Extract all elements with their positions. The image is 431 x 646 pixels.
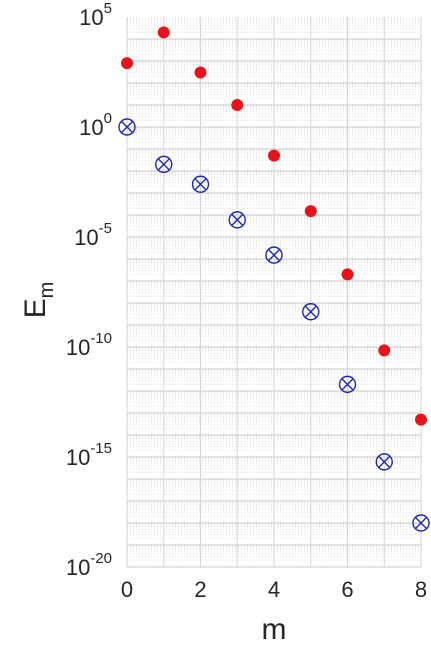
- data-point-filled: [341, 268, 354, 281]
- data-point-circle-x: [191, 175, 210, 193]
- y-tick-label: 10-15: [66, 440, 112, 470]
- y-tick-base: 10: [66, 445, 90, 470]
- data-point-filled: [268, 149, 280, 162]
- y-tick-exponent: -15: [90, 440, 112, 457]
- data-point-circle-x: [412, 514, 430, 532]
- data-point-filled: [194, 66, 207, 79]
- data-point-filled: [231, 99, 244, 111]
- y-tick-base: 10: [74, 225, 98, 250]
- y-tick-exponent: 5: [104, 0, 112, 17]
- data-points: [118, 26, 430, 532]
- y-tick-label: 10-5: [74, 220, 112, 250]
- grid-lines: [126, 17, 422, 568]
- data-point-circle-x: [228, 211, 246, 229]
- x-tick-label: 4: [268, 577, 280, 602]
- y-tick-exponent: 0: [104, 110, 112, 127]
- y-tick-base: 10: [79, 5, 103, 30]
- x-axis-label: m: [262, 613, 287, 646]
- y-axis-label-main: E: [19, 298, 52, 318]
- data-point-filled: [378, 344, 391, 357]
- y-axis-label-subscript: m: [36, 282, 58, 299]
- data-point-filled: [157, 26, 170, 39]
- x-tick-label: 6: [341, 577, 353, 602]
- data-point-circle-x: [302, 303, 320, 321]
- data-point-circle-x: [375, 453, 393, 471]
- data-point-filled: [121, 57, 133, 70]
- data-point-circle-x: [338, 375, 357, 394]
- data-point-filled: [415, 413, 427, 426]
- data-point-circle-x: [155, 155, 173, 174]
- y-tick-exponent: -5: [99, 220, 112, 237]
- y-axis-label: Em: [19, 282, 58, 319]
- x-tick-labels: 0 2 4 6 8: [121, 577, 427, 602]
- data-point-circle-x: [118, 118, 136, 136]
- data-point-circle-x: [265, 246, 283, 264]
- y-tick-exponent: -20: [90, 550, 112, 567]
- y-tick-label: 10-10: [66, 330, 112, 360]
- x-tick-label: 2: [194, 577, 206, 602]
- y-tick-exponent: -10: [90, 330, 112, 347]
- y-tick-base: 10: [79, 115, 103, 140]
- y-axis-label-text: Em: [19, 282, 58, 319]
- y-tick-label: 100: [79, 110, 112, 140]
- data-point-filled: [304, 205, 317, 218]
- y-tick-base: 10: [66, 555, 90, 580]
- x-tick-label: 8: [415, 577, 427, 602]
- x-tick-label: 0: [121, 577, 133, 602]
- y-tick-label: 105: [79, 0, 112, 30]
- y-tick-label: 10-20: [66, 550, 112, 580]
- y-tick-base: 10: [66, 335, 90, 360]
